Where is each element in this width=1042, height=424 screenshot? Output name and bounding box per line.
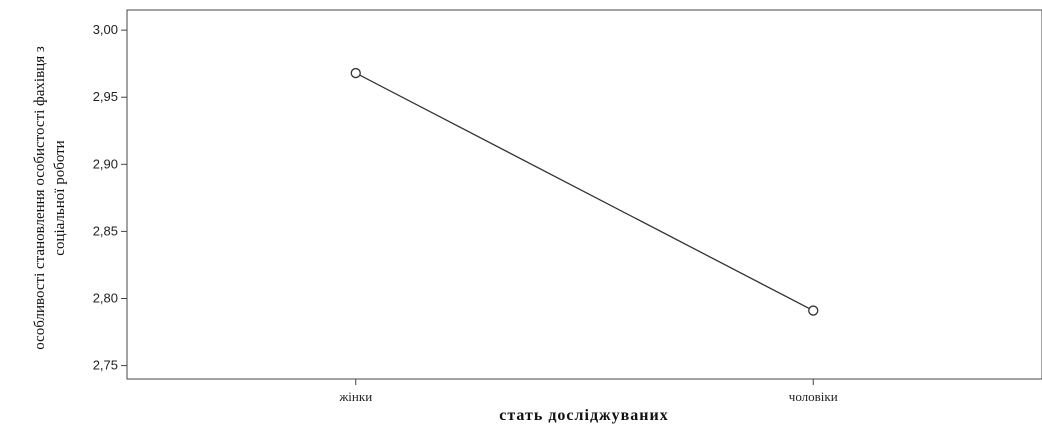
y-axis-title-line-2: соціальної роботи	[52, 140, 68, 255]
x-axis-title: стать досліджуваних	[499, 407, 668, 424]
series-line	[355, 72, 814, 312]
data-point	[350, 67, 361, 79]
x-tick-label: чоловіки	[789, 389, 838, 404]
y-tick-label: 2,90	[93, 156, 118, 171]
x-axis: жінки чоловіки	[338, 379, 838, 404]
y-tick-label: 2,85	[93, 223, 118, 238]
y-tick-label: 2,80	[93, 290, 118, 305]
x-tick-label: жінки	[338, 389, 372, 404]
y-tick-label: 2,75	[93, 358, 118, 373]
plot-frame	[126, 9, 1042, 380]
y-axis-title-line-1: особливості становлення особистості фахі…	[32, 46, 48, 350]
y-tick-label: 3,00	[93, 22, 118, 37]
y-axis: 3,00 2,95 2,90 2,85 2,80 2,75	[93, 22, 127, 373]
series-layer	[350, 67, 819, 316]
y-axis-title: особливості становлення особистості фахі…	[32, 46, 68, 350]
y-tick-label: 2,95	[93, 89, 118, 104]
data-point	[808, 305, 819, 316]
